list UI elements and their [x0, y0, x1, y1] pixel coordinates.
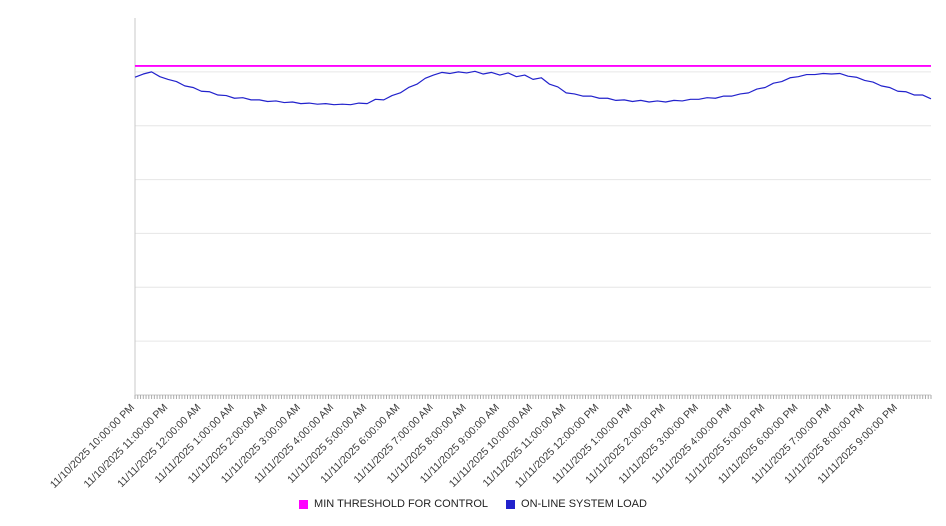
legend-label: ON-LINE SYSTEM LOAD — [521, 498, 647, 510]
legend-swatch-icon — [506, 499, 516, 509]
legend-item-threshold[interactable]: MIN THRESHOLD FOR CONTROL — [299, 498, 488, 510]
legend-label: MIN THRESHOLD FOR CONTROL — [314, 498, 489, 510]
legend-swatch-icon — [299, 499, 309, 509]
chart-legend: MIN THRESHOLD FOR CONTROL ON-LINE SYSTEM … — [0, 498, 946, 510]
legend-item-system-load[interactable]: ON-LINE SYSTEM LOAD — [506, 498, 647, 510]
system-load-line — [134, 70, 932, 106]
